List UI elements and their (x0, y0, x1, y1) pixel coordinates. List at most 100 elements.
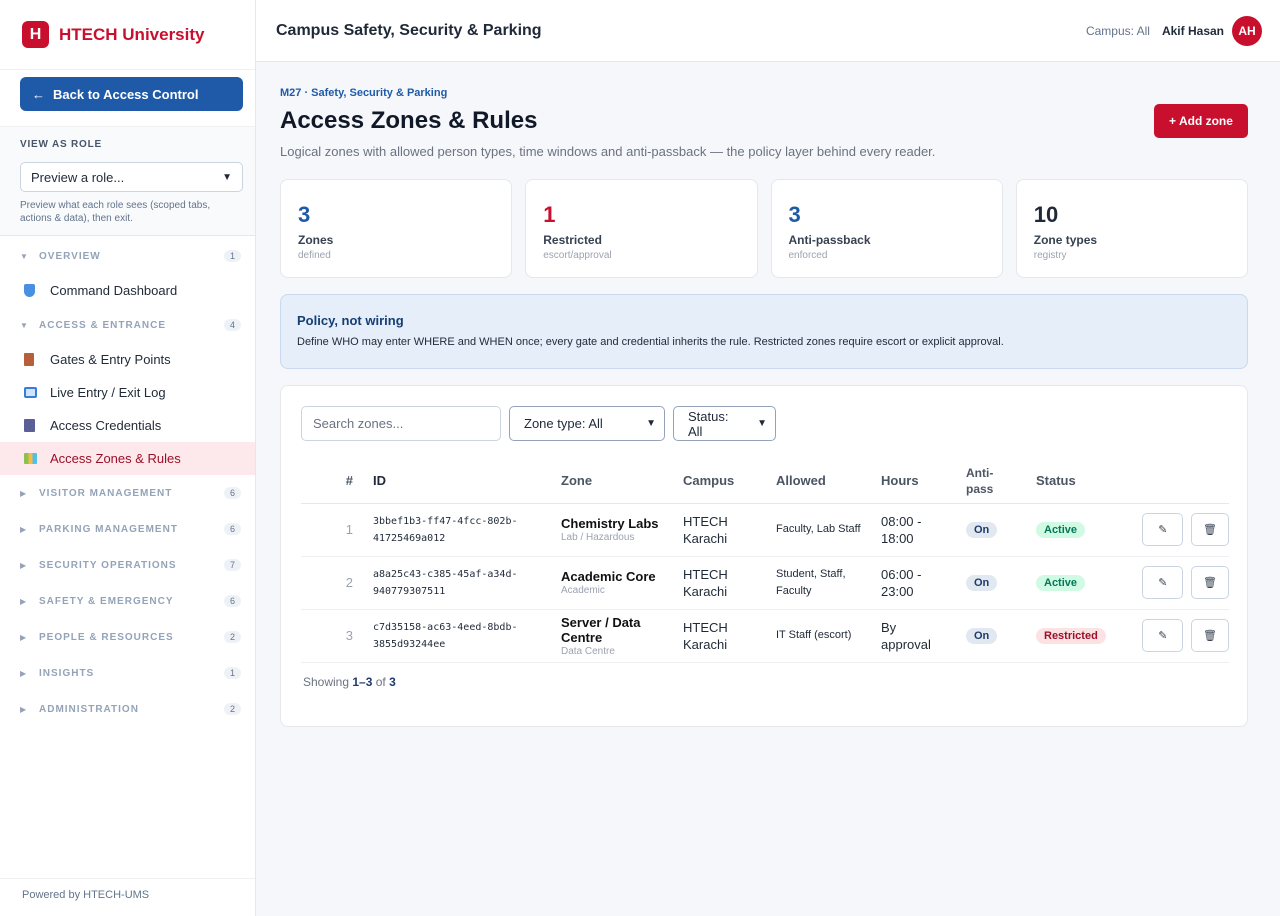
nav-section-label: ADMINISTRATION (39, 703, 139, 715)
column-header-anti-pass: Anti- pass (966, 459, 1036, 504)
nav-section-visitor-management[interactable]: ▶ VISITOR MANAGEMENT 6 (0, 475, 255, 511)
row-campus: HTECH Karachi (683, 609, 776, 663)
nav-section-label: ACCESS & ENTRANCE (39, 319, 167, 331)
anti-pass-badge: On (966, 575, 998, 591)
table-row[interactable]: 3 c7d35158-ac63-4eed-8bdb- 3855d93244ee … (301, 609, 1229, 663)
sidebar-item-label: Command Dashboard (50, 283, 178, 298)
row-id-line1: 3bbef1b3-ff47-4fcc-802b- (373, 515, 518, 527)
row-id-line2: 41725469a012 (373, 532, 446, 544)
row-actions: ✎ 🗑 (1128, 503, 1229, 557)
chevron-down-icon: ▼ (222, 171, 232, 183)
role-preview-title: VIEW AS ROLE (20, 139, 103, 150)
nav-section-count: 6 (223, 523, 241, 535)
user-name: Akif Hasan (1161, 23, 1224, 38)
row-id: 3bbef1b3-ff47-4fcc-802b- 41725469a012 (373, 503, 561, 557)
back-to-access-control-button[interactable]: ← Back to Access Control (20, 77, 243, 111)
status-badge: Active (1036, 522, 1086, 538)
stat-value: 3 (298, 202, 311, 227)
edit-button[interactable]: ✎ (1142, 619, 1184, 652)
row-hours: By approval (881, 609, 966, 663)
delete-button[interactable]: 🗑 (1191, 566, 1229, 599)
row-campus: HTECH Karachi (683, 503, 776, 557)
caret-right-icon: ▶ (20, 596, 27, 606)
caret-right-icon: ▶ (20, 560, 27, 570)
role-select[interactable]: Preview a role... ▼ (20, 162, 243, 192)
showing-prefix: Showing (303, 674, 353, 689)
row-status: Restricted (1036, 609, 1128, 663)
stat-sub: defined (298, 250, 331, 261)
policy-notice: Policy, not wiring Define WHO may enter … (280, 294, 1248, 369)
row-actions: ✎ 🗑 (1128, 609, 1229, 663)
nav-section-parking-management[interactable]: ▶ PARKING MANAGEMENT 6 (0, 511, 255, 547)
caret-down-icon: ▼ (20, 251, 28, 261)
stat-card-restricted: 1 Restricted escort/approval (525, 179, 758, 278)
stat-value: 10 (1033, 202, 1059, 227)
nav-section-label: VISITOR MANAGEMENT (39, 487, 173, 499)
stat-card-anti-passback: 3 Anti-passback enforced (770, 179, 1003, 278)
nav-section-people-resources[interactable]: ▶ PEOPLE & RESOURCES 2 (0, 619, 255, 655)
screen-icon (24, 387, 37, 398)
nav-section-label: OVERVIEW (39, 250, 101, 262)
campus-filter[interactable]: Campus: All (1085, 23, 1150, 38)
stat-label: Anti-passback (788, 233, 871, 247)
brand: H HTECH University (0, 0, 255, 70)
nav-section-administration[interactable]: ▶ ADMINISTRATION 2 (0, 691, 255, 727)
door-icon (24, 353, 34, 366)
sidebar-item-access-zones-rules[interactable]: Access Zones & Rules (0, 442, 255, 475)
delete-button[interactable]: 🗑 (1191, 513, 1229, 546)
nav-section-access-entrance[interactable]: ▼ ACCESS & ENTRANCE 4 (0, 307, 255, 343)
sidebar-item-label: Live Entry / Exit Log (50, 385, 166, 400)
row-number: 2 (301, 556, 373, 610)
column-header-zone: Zone (561, 459, 683, 504)
sidebar-item-access-credentials[interactable]: Access Credentials (0, 409, 255, 442)
nav-section-security-operations[interactable]: ▶ SECURITY OPERATIONS 7 (0, 547, 255, 583)
hours-line2: 18:00 (881, 530, 914, 546)
anti-pass-badge: On (966, 522, 998, 538)
table-header-row: # ID Zone Campus Allowed Hours Anti- pas… (301, 459, 1229, 504)
nav-section-insights[interactable]: ▶ INSIGHTS 1 (0, 655, 255, 691)
nav-section-label: SECURITY OPERATIONS (39, 559, 177, 571)
nav-section-count: 4 (223, 319, 241, 331)
search-input[interactable] (301, 406, 501, 441)
hours-line2: approval (881, 636, 931, 652)
zone-type-select[interactable]: Zone type: All ▼ (509, 406, 665, 441)
top-header: Campus Safety, Security & Parking Campus… (256, 0, 1280, 62)
status-select[interactable]: Status: All ▼ (673, 406, 776, 441)
row-status: Active (1036, 556, 1128, 610)
page-title: Access Zones & Rules (280, 107, 538, 134)
column-header-anti-line1: Anti- (966, 465, 994, 480)
sidebar-item-gates-entry-points[interactable]: Gates & Entry Points (0, 343, 255, 376)
sidebar-item-live-entry-exit-log[interactable]: Live Entry / Exit Log (0, 376, 255, 409)
table-row[interactable]: 2 a8a25c43-c385-45af-a34d- 940779307511 … (301, 556, 1229, 610)
edit-button[interactable]: ✎ (1142, 513, 1184, 546)
nav-section-count: 2 (223, 703, 241, 715)
stat-label: Zones (298, 233, 334, 247)
add-zone-button[interactable]: + Add zone (1154, 104, 1248, 138)
campus-line1: HTECH (683, 513, 728, 529)
column-header-campus: Campus (683, 459, 776, 504)
stats-row: 3 Zones defined 1 Restricted escort/appr… (280, 179, 1248, 278)
nav-section-overview[interactable]: ▼ OVERVIEW 1 (0, 238, 255, 274)
showing-total: 3 (389, 674, 396, 689)
stat-sub: escort/approval (543, 250, 612, 261)
trash-icon: 🗑 (1203, 524, 1217, 536)
avatar[interactable]: AH (1232, 15, 1262, 46)
chevron-down-icon: ▼ (646, 418, 656, 429)
arrow-left-icon: ← (32, 86, 45, 102)
pencil-icon: ✎ (1158, 524, 1168, 536)
showing-of: of (372, 674, 390, 689)
nav-section-safety-emergency[interactable]: ▶ SAFETY & EMERGENCY 6 (0, 583, 255, 619)
row-id-line1: a8a25c43-c385-45af-a34d- (373, 568, 518, 580)
zone-type: Data Centre (561, 645, 615, 657)
campus-line1: HTECH (683, 619, 728, 635)
back-button-label: Back to Access Control (53, 86, 199, 102)
campus-line2: Karachi (683, 636, 728, 652)
delete-button[interactable]: 🗑 (1191, 619, 1229, 652)
row-number: 1 (301, 503, 373, 557)
stat-sub: registry (1033, 250, 1067, 261)
sidebar-item-command-dashboard[interactable]: Command Dashboard (0, 274, 255, 307)
table-row[interactable]: 1 3bbef1b3-ff47-4fcc-802b- 41725469a012 … (301, 503, 1229, 557)
row-zone: Server / Data Centre Data Centre (561, 609, 683, 663)
caret-right-icon: ▶ (20, 632, 27, 642)
edit-button[interactable]: ✎ (1142, 566, 1184, 599)
